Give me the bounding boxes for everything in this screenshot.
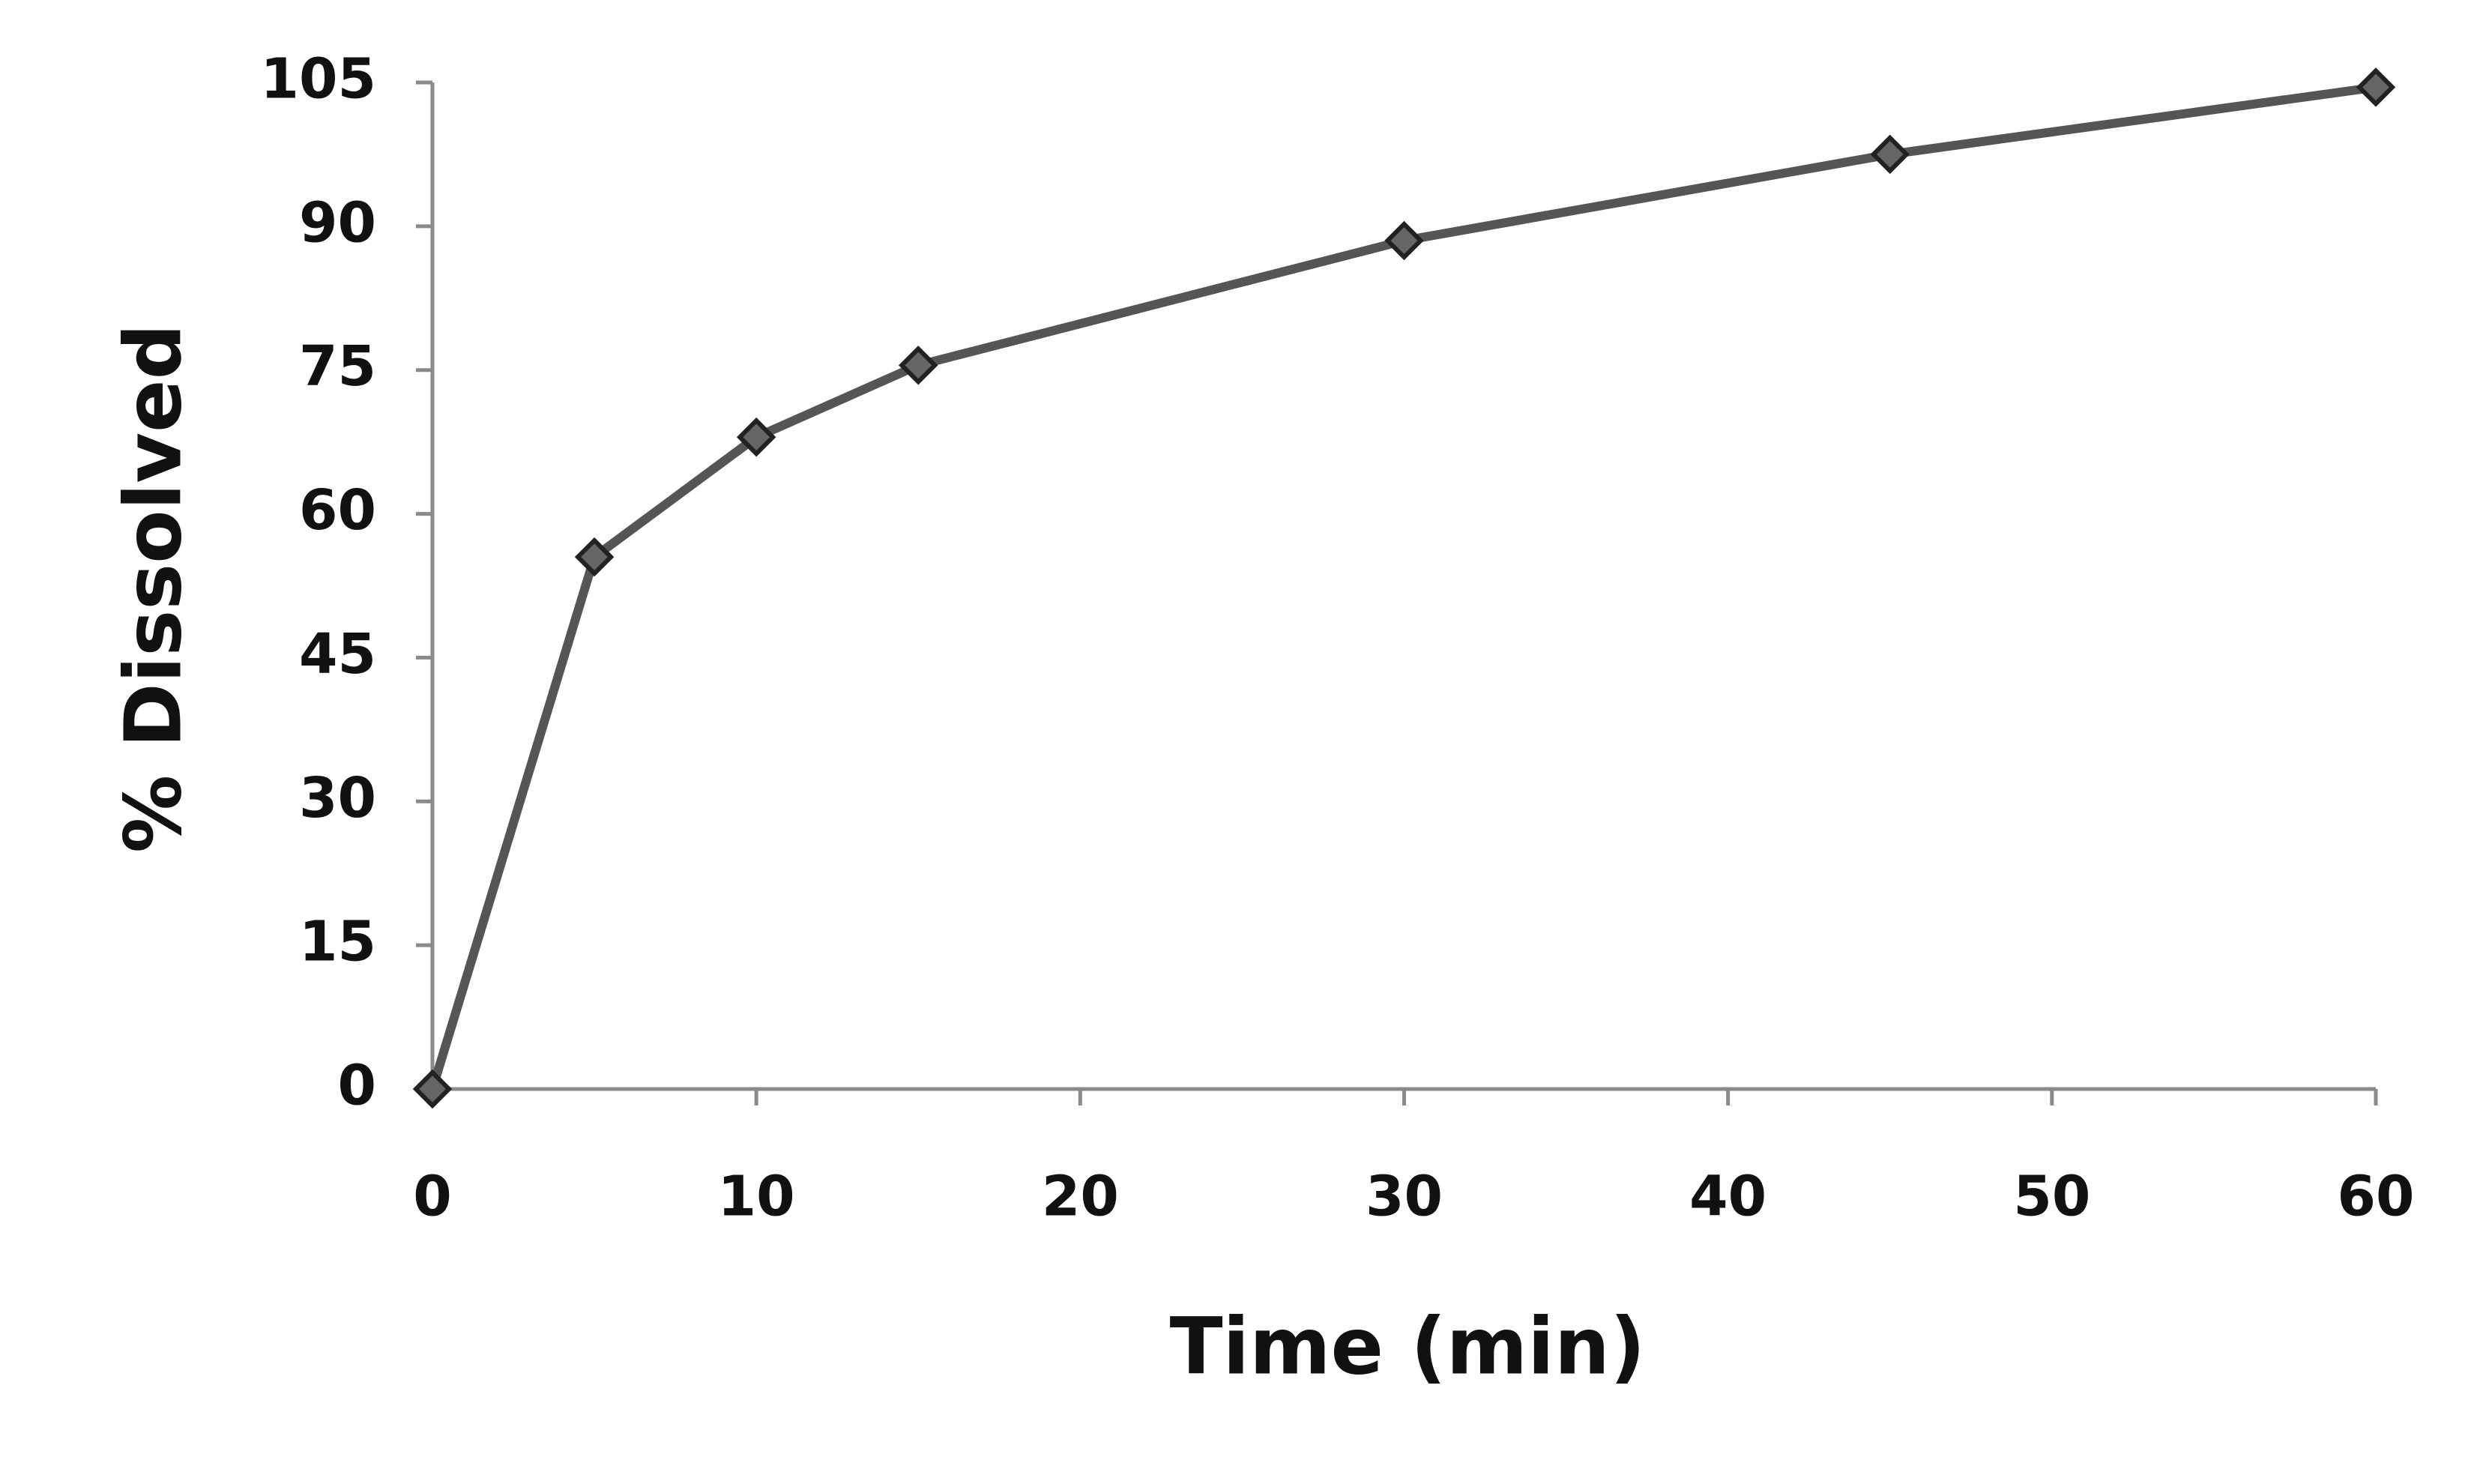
y-tick-label: 90 xyxy=(299,190,376,255)
data-point xyxy=(574,537,615,577)
y-tick-label: 75 xyxy=(299,334,376,399)
y-tick-label: 15 xyxy=(299,910,376,974)
y-tick-label: 105 xyxy=(261,47,376,112)
x-tick-label: 40 xyxy=(1689,1165,1766,1229)
data-point xyxy=(1870,134,1910,175)
y-tick-label: 60 xyxy=(299,478,376,543)
y-tick-label: 0 xyxy=(338,1054,377,1118)
x-tick-label: 0 xyxy=(413,1165,452,1229)
x-tick-label: 20 xyxy=(1042,1165,1119,1229)
y-tick-label: 30 xyxy=(299,766,376,830)
data-point xyxy=(1384,220,1424,261)
y-axis-title: % Dissolved xyxy=(107,324,199,853)
y-tick-label: 45 xyxy=(299,622,376,687)
x-tick-label: 50 xyxy=(2013,1165,2090,1229)
x-axis-title: Time (min) xyxy=(1170,1300,1646,1392)
data-point xyxy=(412,1069,453,1109)
x-tick-label: 60 xyxy=(2338,1165,2415,1229)
data-point xyxy=(2356,67,2396,107)
x-tick-label: 10 xyxy=(718,1165,795,1229)
x-tick-label: 30 xyxy=(1366,1165,1443,1229)
data-point xyxy=(736,417,776,457)
data-point xyxy=(899,346,938,385)
